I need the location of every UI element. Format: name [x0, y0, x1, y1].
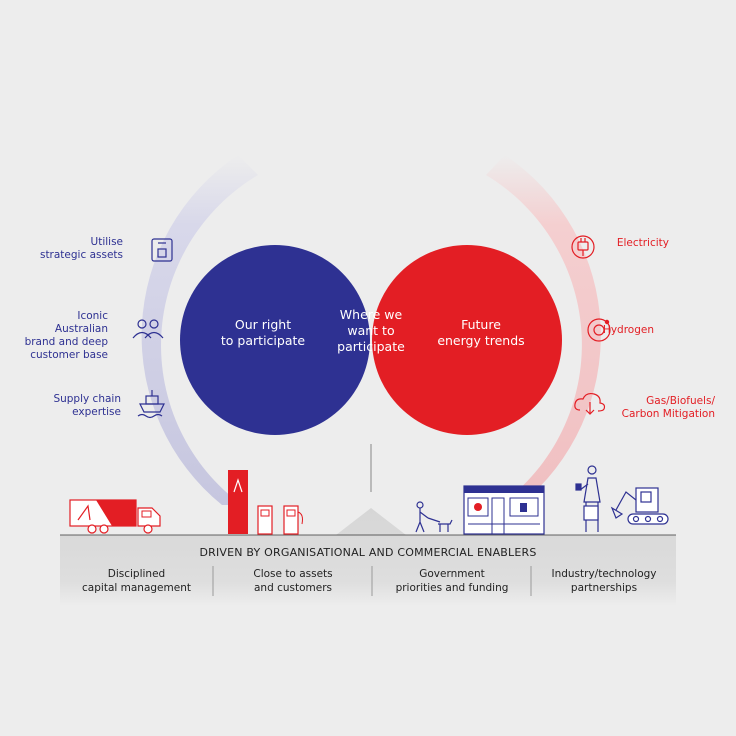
enabler-capital: Disciplined capital management — [82, 568, 191, 594]
capability-label-brand: Iconic Australian brand and deep custome… — [24, 310, 108, 361]
venn-left-circle — [180, 245, 370, 435]
venn-overlap-label: Where we want to participate — [337, 307, 405, 354]
trend-label-gas-biofuels: Gas/Biofuels/ Carbon Mitigation — [621, 395, 715, 420]
trends-arc — [486, 155, 601, 505]
plug-icon — [571, 235, 595, 259]
enablers-title: DRIVEN BY ORGANISATIONAL AND COMMERCIAL … — [199, 546, 537, 559]
convenience-store-illustration — [463, 485, 545, 535]
people-icon — [132, 319, 164, 339]
fuel-station-illustration — [228, 470, 303, 535]
base-platform — [60, 508, 676, 606]
trend-label-hydrogen: Hydrogen — [602, 324, 654, 336]
venn-right-circle — [372, 245, 562, 435]
cloud-down-icon — [574, 392, 606, 415]
trend-label-electricity: Electricity — [616, 237, 669, 249]
ship-icon — [137, 390, 165, 419]
storage-tank-icon — [151, 238, 173, 262]
venn-left-label: Our right to participate — [220, 317, 306, 348]
enabler-government: Government priorities and funding — [395, 568, 509, 594]
capability-label-assets: Utilise strategic assets — [39, 236, 123, 261]
person-with-coffee-illustration — [575, 465, 601, 532]
venn-right-label: Future energy trends — [437, 317, 525, 348]
fuel-truck-illustration — [69, 499, 161, 534]
capability-label-supply-chain: Supply chain expertise — [53, 393, 121, 418]
excavator-illustration — [610, 487, 669, 525]
person-walking-dog-illustration — [415, 501, 453, 533]
enabler-partnerships: Industry/technology partnerships — [551, 568, 657, 594]
hydrogen-ring-icon — [587, 318, 611, 342]
capabilities-arc — [141, 155, 258, 505]
enabler-assets: Close to assets and customers — [253, 568, 333, 594]
